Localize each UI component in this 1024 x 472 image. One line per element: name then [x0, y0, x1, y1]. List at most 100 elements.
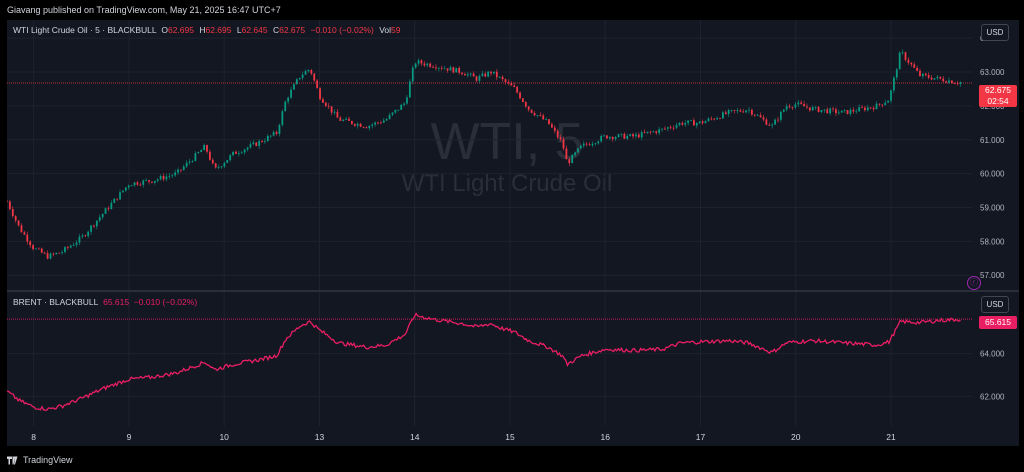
- wti-candle: [800, 100, 803, 105]
- wti-candle: [774, 118, 776, 125]
- wti-candle-body: [61, 252, 63, 253]
- wti-candle: [852, 107, 855, 114]
- wti-candle: [594, 142, 597, 146]
- wti-candle-body: [156, 179, 159, 181]
- wti-candle: [478, 74, 481, 84]
- wti-candle-body: [895, 69, 898, 78]
- wti-candle-body: [420, 60, 423, 64]
- x-tick-label: 10: [219, 432, 229, 442]
- wti-currency-button[interactable]: USD: [981, 24, 1009, 41]
- wti-candle-body: [348, 118, 350, 121]
- wti-candle-body: [206, 145, 208, 152]
- wti-candle-body: [78, 236, 81, 243]
- wti-candle-body: [301, 74, 304, 78]
- wti-candle: [423, 61, 426, 68]
- wti-candle: [333, 109, 336, 115]
- wti-candle: [655, 130, 658, 135]
- wti-last-price-tag: 62.675 02:54: [979, 85, 1017, 107]
- wti-candle: [733, 109, 736, 114]
- wti-candle-body: [180, 169, 182, 171]
- wti-candle-body: [750, 109, 753, 115]
- wti-candle: [768, 122, 771, 126]
- brent-title: BRENT · BLACKBULL: [13, 297, 99, 307]
- wti-candle-body: [617, 134, 620, 138]
- wti-candle: [907, 57, 910, 65]
- wti-candle-body: [687, 120, 690, 123]
- wti-candle-body: [26, 234, 29, 242]
- wti-candle: [310, 69, 313, 76]
- wti-candle-body: [35, 248, 37, 250]
- wti-candle-body: [423, 63, 426, 66]
- wti-candle-body: [794, 104, 797, 108]
- wti-candle: [948, 77, 950, 84]
- brent-price-line: [7, 312, 961, 411]
- wti-candle-body: [539, 115, 542, 116]
- x-tick-label: 20: [791, 432, 801, 442]
- wti-candle-body: [359, 123, 362, 127]
- wti-candlestick-panel[interactable]: WTI, 5 WTI Light Crude Oil 57.000 58.000 5…: [7, 20, 1019, 290]
- wti-candle: [440, 65, 443, 71]
- wti-candle: [614, 135, 617, 142]
- wti-candle-body: [391, 112, 394, 115]
- brent-line-panel[interactable]: 62.000 64.000 BRENT · BLACKBULL 65.615 −0…: [7, 292, 1019, 426]
- brent-currency-button[interactable]: USD: [981, 296, 1009, 313]
- watermark-symbol: WTI, 5: [430, 113, 584, 171]
- wti-candle-body: [333, 111, 336, 113]
- wti-candle: [29, 240, 32, 249]
- wti-candle-body: [249, 144, 252, 148]
- wti-candle-body: [713, 118, 716, 120]
- wti-candle: [522, 97, 524, 103]
- wti-candle: [319, 86, 321, 101]
- wti-candle: [406, 95, 408, 105]
- close-value: 62.675: [279, 25, 306, 35]
- wti-candle: [664, 126, 666, 130]
- wti-candle: [104, 207, 107, 214]
- wti-candle-body: [872, 107, 875, 110]
- wti-candle-body: [145, 180, 148, 181]
- panel-divider[interactable]: [7, 290, 1019, 292]
- open-value: 62.695: [167, 25, 194, 35]
- wti-candle-body: [759, 115, 762, 118]
- wti-candle: [281, 109, 284, 127]
- wti-candle: [49, 252, 52, 260]
- wti-candle: [826, 107, 829, 114]
- wti-candle-body: [168, 175, 171, 177]
- wti-candle: [162, 173, 165, 182]
- wti-candle-body: [446, 68, 449, 71]
- wti-candle-body: [649, 131, 652, 133]
- wti-candle-body: [765, 119, 768, 125]
- wti-candle-body: [817, 106, 820, 113]
- wti-candle-body: [235, 151, 237, 154]
- wti-candle-body: [148, 180, 150, 182]
- wti-candle: [759, 112, 762, 118]
- wti-candle-body: [559, 137, 562, 140]
- vol-value: 59: [391, 25, 401, 35]
- wti-candle-body: [869, 107, 872, 109]
- wti-candle-body: [849, 109, 852, 114]
- wti-candle: [579, 145, 582, 149]
- wti-candle: [185, 160, 188, 168]
- wti-candle: [159, 174, 162, 181]
- wti-candle: [875, 101, 878, 110]
- wti-candle-body: [881, 104, 884, 106]
- wti-candle: [359, 122, 362, 128]
- wti-candle-body: [594, 143, 597, 145]
- wti-candle-body: [452, 67, 455, 73]
- wti-candle: [17, 220, 20, 227]
- wti-candle-body: [40, 248, 43, 253]
- wti-candle: [223, 161, 226, 168]
- wti-candle: [377, 121, 379, 125]
- wti-candle-body: [527, 106, 530, 110]
- wti-candle: [119, 189, 121, 200]
- wti-candle-body: [272, 132, 275, 136]
- wti-candle-body: [20, 225, 23, 233]
- wti-candle-body: [23, 232, 26, 235]
- wti-candle-body: [533, 112, 536, 116]
- time-axis[interactable]: 8 9 10 13 14 15 16 17 20 21: [7, 426, 1019, 446]
- x-tick-label: 8: [31, 432, 36, 442]
- wti-candle: [43, 251, 46, 255]
- rebate-icon[interactable]: ⓡ: [967, 276, 981, 290]
- wti-candle-body: [771, 124, 774, 126]
- wti-candle-body: [322, 99, 324, 103]
